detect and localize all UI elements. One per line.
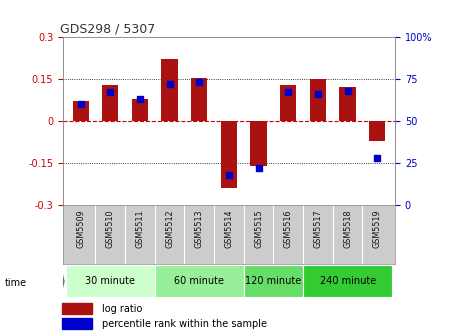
Text: GSM5517: GSM5517 <box>313 209 322 248</box>
Bar <box>339 87 356 121</box>
Bar <box>303 265 392 297</box>
Bar <box>132 98 148 121</box>
Point <box>255 165 262 171</box>
Point <box>196 80 203 85</box>
Text: log ratio: log ratio <box>102 304 142 313</box>
Bar <box>66 265 155 297</box>
Text: GDS298 / 5307: GDS298 / 5307 <box>60 23 155 36</box>
Text: 240 minute: 240 minute <box>320 277 376 286</box>
Bar <box>244 265 303 297</box>
Bar <box>102 85 119 121</box>
Bar <box>62 303 92 314</box>
Text: GSM5514: GSM5514 <box>224 209 233 248</box>
Bar <box>310 79 326 121</box>
Point <box>166 81 173 87</box>
Text: GSM5511: GSM5511 <box>136 209 145 248</box>
Bar <box>221 121 237 188</box>
Text: 30 minute: 30 minute <box>85 277 135 286</box>
Point <box>107 90 114 95</box>
Text: 60 minute: 60 minute <box>174 277 224 286</box>
Bar <box>369 121 386 140</box>
Text: GSM5512: GSM5512 <box>165 209 174 248</box>
Text: GSM5518: GSM5518 <box>343 209 352 248</box>
FancyArrow shape <box>62 270 65 293</box>
Bar <box>251 121 267 166</box>
Bar <box>155 265 244 297</box>
Point <box>285 90 292 95</box>
Point <box>77 101 84 107</box>
Point <box>344 88 351 93</box>
Text: 120 minute: 120 minute <box>245 277 302 286</box>
Text: GSM5515: GSM5515 <box>254 209 263 248</box>
Point <box>314 91 321 97</box>
Bar <box>62 318 92 329</box>
Text: GSM5519: GSM5519 <box>373 209 382 248</box>
Text: GSM5516: GSM5516 <box>284 209 293 248</box>
Text: GSM5513: GSM5513 <box>195 209 204 248</box>
Bar <box>280 85 296 121</box>
Point <box>136 96 144 102</box>
Text: GSM5509: GSM5509 <box>76 209 85 248</box>
Bar <box>191 78 207 121</box>
Point <box>225 172 233 177</box>
Text: time: time <box>4 278 26 288</box>
Bar <box>162 59 178 121</box>
Text: percentile rank within the sample: percentile rank within the sample <box>102 319 267 329</box>
Text: GSM5510: GSM5510 <box>106 209 115 248</box>
Point <box>374 155 381 161</box>
Bar <box>72 101 89 121</box>
